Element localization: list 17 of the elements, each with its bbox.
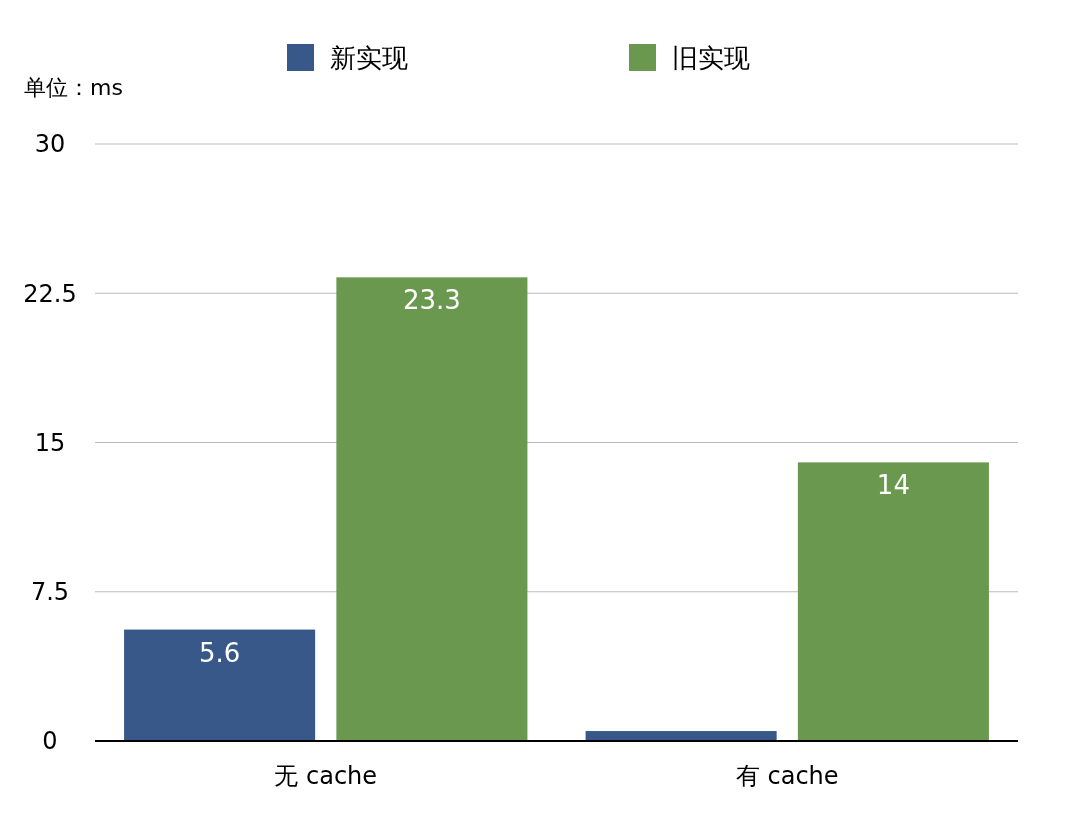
y-tick-label: 15 bbox=[34, 428, 66, 457]
data-label: 5.6 bbox=[198, 637, 241, 668]
bar bbox=[124, 629, 316, 741]
x-tick-label: 有 cache bbox=[735, 762, 839, 790]
y-tick-label: 30 bbox=[34, 130, 66, 159]
data-label: 14 bbox=[876, 470, 910, 501]
y-axis-title: 单位：ms bbox=[24, 75, 123, 100]
legend-label: 旧实现 bbox=[672, 43, 750, 74]
y-tick-label: 7.5 bbox=[30, 578, 70, 607]
bar bbox=[336, 277, 528, 741]
legend-label: 新实现 bbox=[330, 43, 408, 74]
bar bbox=[585, 731, 777, 741]
bar bbox=[797, 462, 989, 741]
data-label: 23.3 bbox=[402, 285, 461, 316]
x-tick-label: 无 cache bbox=[274, 762, 378, 790]
y-tick-label: 0 bbox=[42, 727, 58, 756]
y-tick-label: 22.5 bbox=[23, 279, 77, 308]
